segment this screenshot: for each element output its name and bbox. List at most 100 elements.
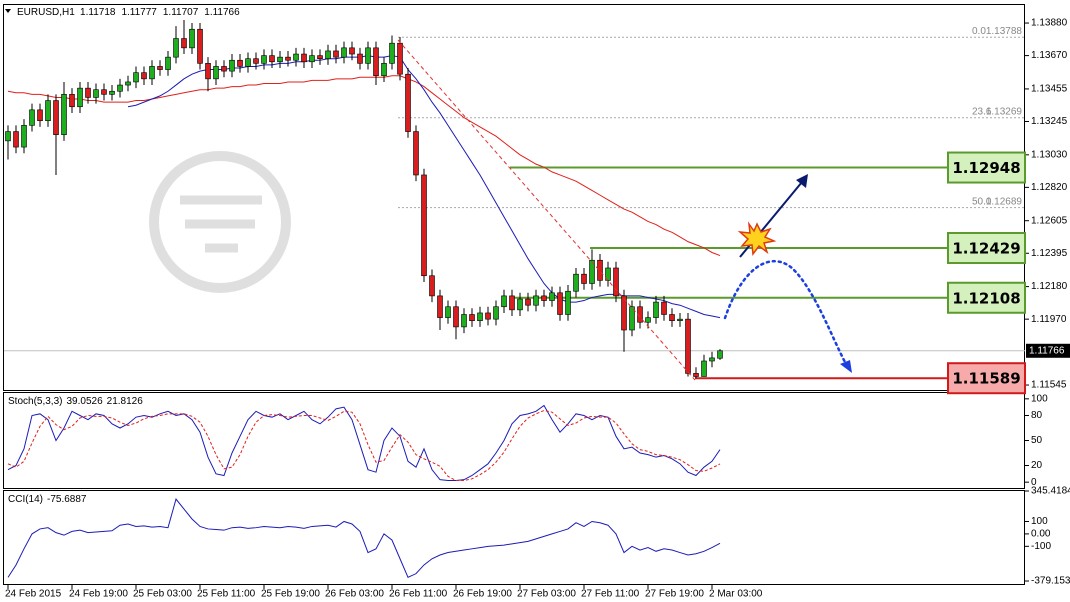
y-tick-label: 0: [1031, 477, 1037, 488]
x-tick-label: 26 Feb 03:00: [325, 589, 384, 600]
candle-body: [181, 38, 187, 49]
candle-body: [13, 131, 19, 148]
candle-body: [589, 259, 595, 284]
candle-body: [349, 47, 355, 55]
watermark: [149, 151, 291, 293]
candle-body: [565, 290, 571, 315]
candle-body: [445, 306, 451, 318]
arrow-head: [796, 174, 808, 188]
arrow-head: [840, 360, 852, 373]
trend-line: [397, 39, 696, 381]
candle-body: [53, 100, 59, 135]
fib-price: 1.13788: [986, 26, 1023, 37]
candle-body: [5, 131, 11, 142]
candle-body: [389, 42, 395, 64]
candle-body: [325, 50, 331, 59]
candle-body: [261, 55, 267, 64]
candle-body: [277, 56, 283, 63]
candle-body: [245, 58, 251, 67]
ohlc-value: 1.11718: [80, 7, 116, 18]
candle-body: [157, 66, 163, 70]
indicator-value: -75.6887: [47, 494, 87, 505]
y-tick-label: 100: [1031, 516, 1048, 527]
y-tick-label: 1.13880: [1031, 18, 1068, 29]
candle-body: [373, 47, 379, 77]
x-tick-label: 27 Feb 19:00: [645, 589, 704, 600]
candle-body: [197, 28, 203, 64]
candle-body: [309, 55, 315, 63]
candle-body: [429, 275, 435, 297]
arrow-down: [723, 259, 848, 366]
fib-level: 50.0: [972, 196, 992, 207]
level-box: [947, 281, 1026, 314]
candle-body: [109, 90, 115, 95]
candle-body: [717, 350, 723, 359]
candle-body: [541, 295, 547, 301]
candle-body: [125, 81, 131, 86]
y-tick-label: -100: [1031, 541, 1051, 552]
candle-body: [525, 298, 531, 306]
y-tick-label: 1.12820: [1031, 182, 1068, 193]
y-tick-label: 1.13670: [1031, 50, 1068, 61]
fib-price: 1.13269: [986, 106, 1023, 117]
y-tick-label: 80: [1031, 410, 1043, 421]
candle-body: [501, 295, 507, 308]
y-tick-label: 1.12180: [1031, 281, 1068, 292]
candle-body: [669, 314, 675, 322]
candle-body: [37, 109, 43, 122]
candle-body: [421, 174, 427, 277]
y-tick-label: 0.00: [1031, 529, 1051, 540]
candle-body: [453, 306, 459, 328]
fib-level: 0.0: [972, 26, 986, 37]
price-tag-label: 1.11766: [1029, 345, 1065, 356]
candle-body: [509, 295, 515, 311]
ohlc-value: 1.11777: [121, 7, 157, 18]
ohlc-value: 1.11707: [163, 7, 199, 18]
candle-body: [709, 357, 715, 362]
candle-body: [77, 87, 83, 108]
x-tick-label: 24 Feb 2015: [5, 589, 62, 600]
y-tick-label: 345.4184: [1031, 486, 1070, 497]
candle-body: [61, 94, 67, 135]
candle-body: [269, 55, 275, 63]
candle-body: [597, 259, 603, 281]
indicator-name: Stoch(5,3,3): [8, 396, 62, 407]
candle-body: [341, 47, 347, 58]
candle-body: [357, 53, 363, 64]
indicator-line: [7, 75, 721, 257]
x-tick-label: 27 Feb 03:00: [517, 589, 576, 600]
y-tick-label: 1.13245: [1031, 116, 1068, 127]
candle-body: [517, 298, 523, 311]
level-label: 1.12108: [952, 289, 1020, 307]
y-tick-label: -379.1536: [1031, 576, 1070, 587]
candle-body: [317, 55, 323, 59]
candle-body: [581, 273, 587, 284]
candle-body: [677, 318, 683, 322]
x-tick-label: 26 Feb 11:00: [389, 589, 448, 600]
x-tick-label: 26 Feb 19:00: [453, 589, 512, 600]
candle-body: [605, 267, 611, 281]
indicator-line: [7, 404, 721, 481]
price-tag: [1026, 343, 1070, 358]
x-tick-label: 25 Feb 11:00: [197, 589, 256, 600]
y-tick-label: 1.12395: [1031, 248, 1068, 259]
y-tick-label: 1.12605: [1031, 215, 1068, 226]
candle-body: [549, 292, 555, 301]
candle-body: [413, 131, 419, 176]
indicator-name: CCI(14): [8, 494, 43, 505]
candle-body: [701, 360, 707, 377]
candle-body: [293, 53, 299, 61]
candle-body: [333, 50, 339, 58]
y-tick-label: 1.11545: [1031, 380, 1067, 391]
y-tick-label: 1.13030: [1031, 149, 1068, 160]
annotations: [397, 39, 852, 381]
fib-price: 1.12689: [986, 196, 1023, 207]
candle-body: [101, 89, 107, 95]
level-label: 1.12429: [952, 239, 1020, 257]
candle-body: [21, 125, 27, 148]
y-tick-label: 1.11970: [1031, 314, 1067, 325]
explosion: [737, 221, 777, 256]
candle-body: [229, 59, 235, 72]
indicator-value: 39.0526: [66, 396, 103, 407]
candle-body: [653, 301, 659, 318]
